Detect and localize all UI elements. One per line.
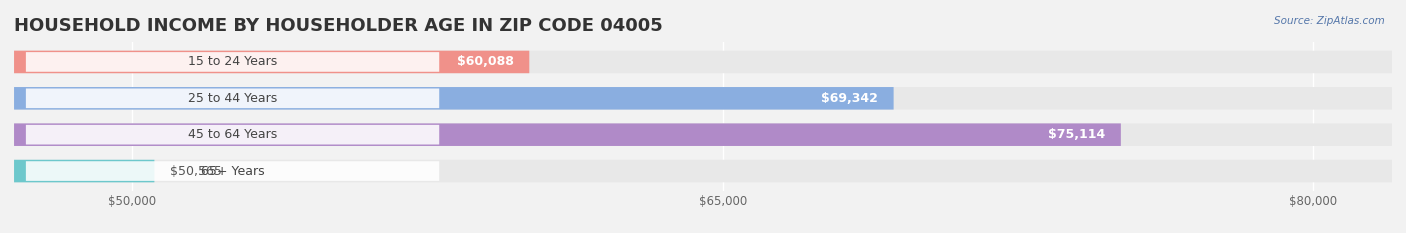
FancyBboxPatch shape	[14, 160, 1392, 182]
Text: $50,565: $50,565	[170, 164, 222, 178]
FancyBboxPatch shape	[14, 160, 155, 182]
Text: $69,342: $69,342	[821, 92, 877, 105]
FancyBboxPatch shape	[14, 51, 529, 73]
FancyBboxPatch shape	[25, 89, 439, 108]
FancyBboxPatch shape	[25, 161, 439, 181]
FancyBboxPatch shape	[25, 52, 439, 72]
Text: Source: ZipAtlas.com: Source: ZipAtlas.com	[1274, 16, 1385, 26]
Text: $60,088: $60,088	[457, 55, 513, 69]
Text: $75,114: $75,114	[1047, 128, 1105, 141]
Text: 25 to 44 Years: 25 to 44 Years	[188, 92, 277, 105]
FancyBboxPatch shape	[14, 87, 1392, 110]
Text: 15 to 24 Years: 15 to 24 Years	[188, 55, 277, 69]
FancyBboxPatch shape	[14, 123, 1392, 146]
FancyBboxPatch shape	[14, 51, 1392, 73]
Text: HOUSEHOLD INCOME BY HOUSEHOLDER AGE IN ZIP CODE 04005: HOUSEHOLD INCOME BY HOUSEHOLDER AGE IN Z…	[14, 17, 662, 35]
Text: 45 to 64 Years: 45 to 64 Years	[188, 128, 277, 141]
FancyBboxPatch shape	[14, 123, 1121, 146]
FancyBboxPatch shape	[14, 87, 894, 110]
Text: 65+ Years: 65+ Years	[201, 164, 264, 178]
FancyBboxPatch shape	[25, 125, 439, 144]
